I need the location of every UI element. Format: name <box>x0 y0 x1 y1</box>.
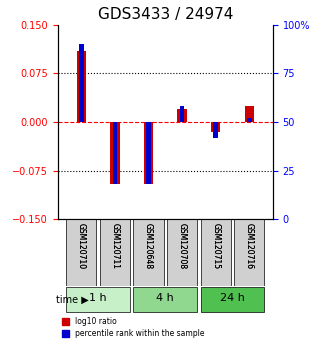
Text: GSM120648: GSM120648 <box>144 223 153 269</box>
Text: GSM120711: GSM120711 <box>110 223 119 268</box>
Text: GSM120716: GSM120716 <box>245 223 254 269</box>
Text: GSM120715: GSM120715 <box>211 223 220 269</box>
FancyBboxPatch shape <box>100 219 130 286</box>
FancyBboxPatch shape <box>201 287 265 312</box>
Text: GSM120710: GSM120710 <box>77 223 86 269</box>
Bar <box>211 122 221 132</box>
Bar <box>110 122 120 183</box>
Bar <box>146 122 151 184</box>
FancyBboxPatch shape <box>201 219 231 286</box>
Title: GDS3433 / 24974: GDS3433 / 24974 <box>98 7 233 22</box>
FancyBboxPatch shape <box>167 219 197 286</box>
FancyBboxPatch shape <box>66 219 96 286</box>
Bar <box>79 44 84 122</box>
Bar <box>245 106 254 122</box>
Bar <box>180 107 185 122</box>
Text: 1 h: 1 h <box>89 293 107 303</box>
FancyBboxPatch shape <box>134 287 197 312</box>
Text: 24 h: 24 h <box>220 293 245 303</box>
FancyBboxPatch shape <box>66 287 130 312</box>
Text: GSM120716: GSM120716 <box>245 223 254 269</box>
FancyBboxPatch shape <box>134 219 164 286</box>
Legend: log10 ratio, percentile rank within the sample: log10 ratio, percentile rank within the … <box>62 318 205 338</box>
Text: GSM120708: GSM120708 <box>178 223 187 269</box>
Text: GSM120648: GSM120648 <box>144 223 153 269</box>
Text: 4 h: 4 h <box>156 293 174 303</box>
FancyBboxPatch shape <box>234 219 265 286</box>
Text: time ▶: time ▶ <box>56 295 89 305</box>
Bar <box>77 51 86 122</box>
Text: GSM120708: GSM120708 <box>178 223 187 269</box>
Text: GSM120715: GSM120715 <box>211 223 220 269</box>
Bar <box>144 122 153 183</box>
Bar <box>113 122 117 184</box>
Text: GSM120711: GSM120711 <box>110 223 119 268</box>
Text: GSM120710: GSM120710 <box>77 223 86 269</box>
Bar <box>178 109 187 122</box>
Bar <box>247 118 252 122</box>
Bar <box>213 122 218 137</box>
